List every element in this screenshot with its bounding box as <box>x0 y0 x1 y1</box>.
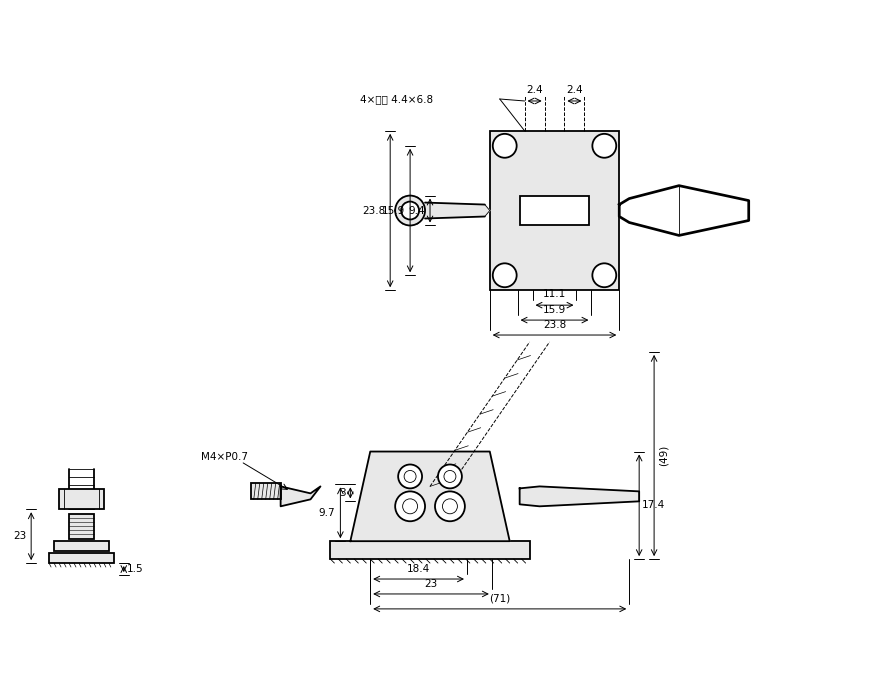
Bar <box>49 553 114 563</box>
Polygon shape <box>425 203 489 218</box>
Polygon shape <box>281 486 320 507</box>
Text: (71): (71) <box>488 594 510 604</box>
Circle shape <box>434 492 464 522</box>
Text: 15.9: 15.9 <box>542 305 566 315</box>
Text: 9.7: 9.7 <box>318 508 335 518</box>
Text: 23.8: 23.8 <box>542 320 566 330</box>
Text: 2.4: 2.4 <box>526 85 542 95</box>
Text: M4×P0.7: M4×P0.7 <box>201 452 248 462</box>
Circle shape <box>592 263 615 287</box>
Text: 9.4: 9.4 <box>408 205 425 216</box>
Text: 17.4: 17.4 <box>641 500 665 510</box>
Text: (49): (49) <box>659 445 668 466</box>
Circle shape <box>492 134 516 158</box>
Bar <box>519 196 588 226</box>
Circle shape <box>398 464 421 488</box>
Bar <box>489 131 619 290</box>
Bar <box>69 514 94 539</box>
Bar <box>330 541 529 559</box>
Polygon shape <box>519 486 639 507</box>
Text: 2.4: 2.4 <box>566 85 582 95</box>
Text: 11.1: 11.1 <box>542 289 566 299</box>
Text: 4×長円 4.4×6.8: 4×長円 4.4×6.8 <box>360 94 433 104</box>
Text: 15.9: 15.9 <box>381 205 405 216</box>
Polygon shape <box>350 452 509 541</box>
Text: 18.4: 18.4 <box>406 564 429 574</box>
Text: 3: 3 <box>338 488 345 498</box>
Polygon shape <box>619 186 748 235</box>
Circle shape <box>395 492 425 522</box>
Ellipse shape <box>395 196 425 226</box>
Text: 23: 23 <box>13 531 26 541</box>
Circle shape <box>492 263 516 287</box>
Circle shape <box>437 464 461 488</box>
Bar <box>250 483 281 499</box>
Text: 23: 23 <box>424 579 437 589</box>
Ellipse shape <box>401 201 419 220</box>
Text: 23.8: 23.8 <box>362 205 385 216</box>
Text: 1.5: 1.5 <box>127 564 143 574</box>
Bar <box>54 541 109 551</box>
Bar <box>59 490 103 509</box>
Circle shape <box>592 134 615 158</box>
